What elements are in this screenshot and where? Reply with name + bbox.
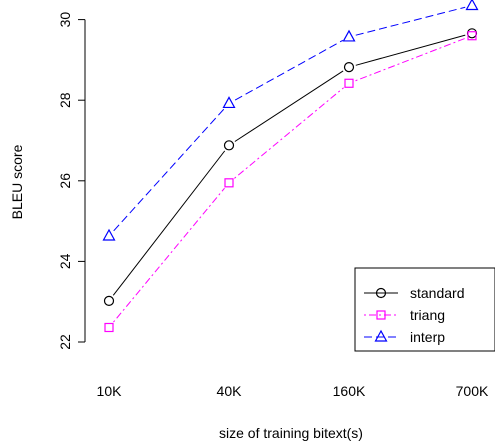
x-tick-label: 40K <box>217 383 243 399</box>
legend-label: standard <box>410 285 464 301</box>
series-triang <box>104 31 477 333</box>
data-point-triang <box>467 31 477 41</box>
data-point-standard <box>466 28 478 39</box>
series-segment-interp <box>234 39 344 101</box>
series-segment-standard <box>112 150 226 296</box>
series-segment-triang <box>234 87 344 179</box>
x-tick-label: 700K <box>456 383 489 399</box>
y-tick-label: 28 <box>57 92 73 108</box>
legend-item-standard: standard <box>364 285 464 301</box>
legend-item-interp: interp <box>364 329 445 345</box>
x-tick-labels: 10K 40K 160K 700K <box>97 383 489 399</box>
data-point-standard <box>343 62 355 73</box>
data-point-standard <box>223 140 235 151</box>
data-point-interp <box>102 228 116 241</box>
series-segment-triang <box>355 37 466 82</box>
legend-marker <box>375 287 387 299</box>
y-tick-label: 30 <box>57 12 73 28</box>
legend-items: standard triang interp <box>364 285 464 345</box>
data-point-triang <box>224 178 234 188</box>
y-axis: 22 24 26 28 30 <box>57 12 86 350</box>
legend-marker <box>374 329 388 342</box>
legend-label: triang <box>410 307 445 323</box>
series-interp <box>102 0 479 241</box>
data-point-standard <box>103 295 115 306</box>
series-segment-interp <box>355 6 466 36</box>
series-segment-standard <box>355 34 466 66</box>
series-segment-standard <box>234 70 344 142</box>
y-tick-label: 24 <box>57 253 73 269</box>
data-point-interp <box>465 0 479 11</box>
series-layer <box>102 0 479 333</box>
x-tick-label: 160K <box>333 383 366 399</box>
data-point-interp <box>222 96 236 109</box>
legend-box <box>354 267 495 352</box>
y-axis-title: BLEU score <box>9 144 25 219</box>
x-tick-label: 10K <box>97 383 123 399</box>
series-segment-triang <box>113 187 225 323</box>
data-point-interp <box>342 29 356 42</box>
legend: standard triang interp <box>354 267 495 352</box>
data-point-triang <box>344 78 354 88</box>
series-segment-interp <box>113 108 225 232</box>
y-tick-label: 26 <box>57 173 73 189</box>
data-point-triang <box>104 322 114 333</box>
series-standard <box>103 28 478 306</box>
legend-label: interp <box>410 329 445 345</box>
x-axis-title: size of training bitext(s) <box>219 425 363 441</box>
legend-marker <box>376 310 386 320</box>
y-tick-label: 22 <box>57 334 73 350</box>
legend-item-triang: triang <box>364 307 445 323</box>
